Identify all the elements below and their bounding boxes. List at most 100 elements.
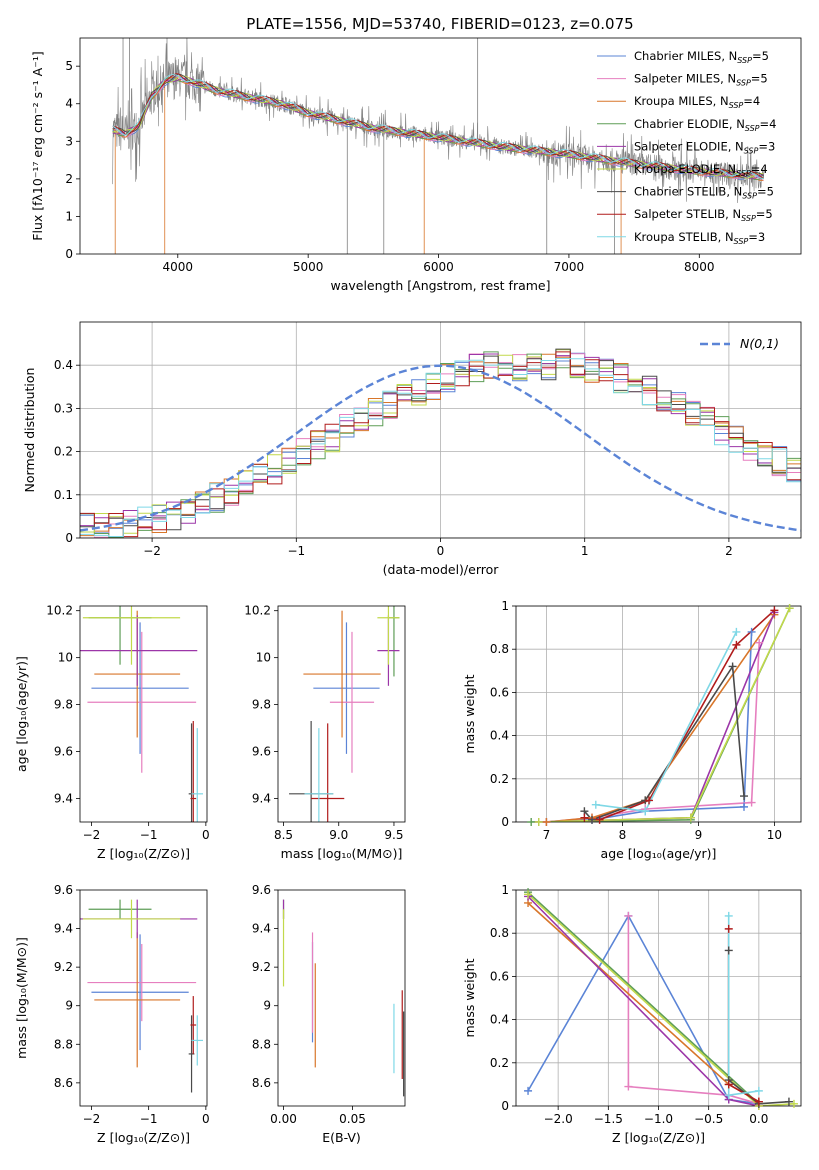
weight-marker <box>724 946 733 955</box>
y-tick-label: 0.4 <box>490 1013 509 1027</box>
weight-line-kroupa-elodie <box>527 893 795 1106</box>
weight-marker <box>789 1099 798 1108</box>
axes-panel: 8.5 9.0 9.5 9.4 9.6 9.8 10 10.2 mass [log₁₀(M/M⊙… <box>244 604 406 861</box>
plot-area <box>80 322 801 538</box>
axes-panel: 4000 5000 6000 7000 8000 0 1 2 3 4 5 wavelength [An… <box>30 37 802 293</box>
x-tick-label: 0 <box>202 828 210 842</box>
y-tick-label: 0.6 <box>490 969 509 983</box>
y-tick-label: 0.6 <box>490 685 509 699</box>
weight-marker <box>728 662 737 671</box>
y-tick-label: 1 <box>65 209 73 223</box>
weight-line-kroupa-miles <box>546 614 776 822</box>
legend-n: N <box>736 117 745 131</box>
weight-marker <box>770 606 779 615</box>
weight-marker <box>732 640 741 649</box>
y-tick-label: 9.4 <box>54 792 73 806</box>
legend-n: N <box>734 185 743 199</box>
y-tick-label: 0.2 <box>490 772 509 786</box>
y-tick-label: 9.6 <box>54 745 73 759</box>
axes-frame <box>79 605 208 823</box>
hist-step-chabrier-elodie <box>80 351 801 538</box>
legend-entry: Kroupa STELIB, NSSP=3 <box>634 230 765 246</box>
weight-line-chabrier-stelib <box>583 664 745 821</box>
y-axis-label: Normed distribution <box>22 368 37 493</box>
model-line-salpeter-elodie <box>112 77 764 180</box>
y-axis-label: mass [log₁₀(M/M⊙)] <box>14 937 29 1059</box>
axes-panel: 0.00 0.05 8.6 8.8 9 9.2 9.4 9.6 E(B-V) <box>252 883 406 1145</box>
x-tick-label: 5000 <box>293 260 324 274</box>
plot-area <box>80 606 203 822</box>
x-tick-label: 8000 <box>684 260 715 274</box>
x-tick-label: 0 <box>202 1112 210 1126</box>
x-axis-label: Z [log₁₀(Z/Z⊙)] <box>97 1130 190 1145</box>
legend-value: =3 <box>748 230 765 244</box>
y-axis-label: age [log₁₀(age/yr)] <box>14 656 29 772</box>
weight-marker <box>724 924 733 933</box>
weight-line-salpeter-stelib <box>727 928 760 1103</box>
legend-value: =5 <box>751 72 768 86</box>
y-tick-label: 1 <box>501 883 509 897</box>
x-tick-label: −2 <box>83 1112 101 1126</box>
x-axis-label: Z [log₁₀(Z/Z⊙)] <box>612 1130 705 1145</box>
weight-marker <box>524 890 533 899</box>
y-tick-label: 0.4 <box>54 358 73 372</box>
axes-frame <box>79 37 802 255</box>
y-tick-label: 0 <box>501 815 509 829</box>
legend-n: N <box>727 72 736 86</box>
legend-entry: Chabrier ELODIE, NSSP=4 <box>634 117 776 133</box>
weight-marker <box>527 818 536 826</box>
x-tick-label: −1.5 <box>594 1112 623 1126</box>
y-tick-label: 8.8 <box>252 1037 271 1051</box>
plot-area <box>112 38 765 254</box>
legend-entry: Salpeter STELIB, NSSP=5 <box>634 207 773 223</box>
weight-marker <box>784 1097 793 1106</box>
axes-panel: −2.0 −1.5 −1.0 −0.5 0.0 0 0.2 0.4 0.6 0.8 1 Z [log₁… <box>462 883 802 1145</box>
y-axis-label: mass weight <box>462 674 477 753</box>
y-tick-label: 8.6 <box>54 1076 73 1090</box>
x-tick-label: −2 <box>83 828 101 842</box>
x-axis-label: wavelength [Angstrom, rest frame] <box>330 278 550 293</box>
y-tick-label: 8.8 <box>54 1037 73 1051</box>
x-axis-label: Z [log₁₀(Z/Z⊙)] <box>97 846 190 861</box>
y-tick-label: 9.2 <box>252 960 271 974</box>
x-tick-label: −1.0 <box>644 1112 673 1126</box>
x-tick-label: 9.5 <box>384 828 403 842</box>
y-tick-label: 9.6 <box>54 883 73 897</box>
x-tick-label: 1 <box>581 544 589 558</box>
legend-n: N <box>727 162 736 176</box>
y-axis-label: mass weight <box>462 958 477 1037</box>
hist-step-salpeter-elodie <box>80 353 801 528</box>
x-tick-label: −0.5 <box>694 1112 723 1126</box>
plot-area <box>282 899 405 1097</box>
legend-ssp: SSP <box>729 101 744 110</box>
weight-line-salpeter-miles <box>627 915 760 1105</box>
weight-marker <box>755 638 764 647</box>
y-tick-label: 9.2 <box>54 960 73 974</box>
weight-line-kroupa-stelib <box>595 631 738 813</box>
hist-step-salpeter-miles <box>80 353 801 538</box>
axes-frame <box>515 889 802 1107</box>
x-tick-label: 8.5 <box>274 828 293 842</box>
weight-marker <box>724 911 733 920</box>
legend-ssp: SSP <box>742 192 757 201</box>
x-tick-label: −1 <box>287 544 305 558</box>
y-tick-label: 9.6 <box>252 883 271 897</box>
y-tick-label: 0.3 <box>54 401 73 415</box>
y-tick-label: 0.2 <box>490 1056 509 1070</box>
y-tick-label: 10.2 <box>46 604 73 618</box>
weight-marker <box>686 813 695 822</box>
legend-entry: Chabrier STELIB, NSSP=5 <box>634 185 774 201</box>
y-tick-label: 9.6 <box>252 745 271 759</box>
legend-ssp: SSP <box>736 169 751 178</box>
x-tick-label: 10 <box>767 828 782 842</box>
model-line-chabrier-stelib <box>112 73 764 178</box>
x-tick-label: 9 <box>695 828 703 842</box>
legend-value: =3 <box>758 139 775 153</box>
y-tick-label: 2 <box>65 172 73 186</box>
y-tick-label: 9.8 <box>252 698 271 712</box>
legend-entry: Chabrier MILES, NSSP=5 <box>634 49 769 65</box>
y-tick-label: 3 <box>65 134 73 148</box>
legend-value: =5 <box>752 49 769 63</box>
x-tick-label: 0.0 <box>749 1112 768 1126</box>
